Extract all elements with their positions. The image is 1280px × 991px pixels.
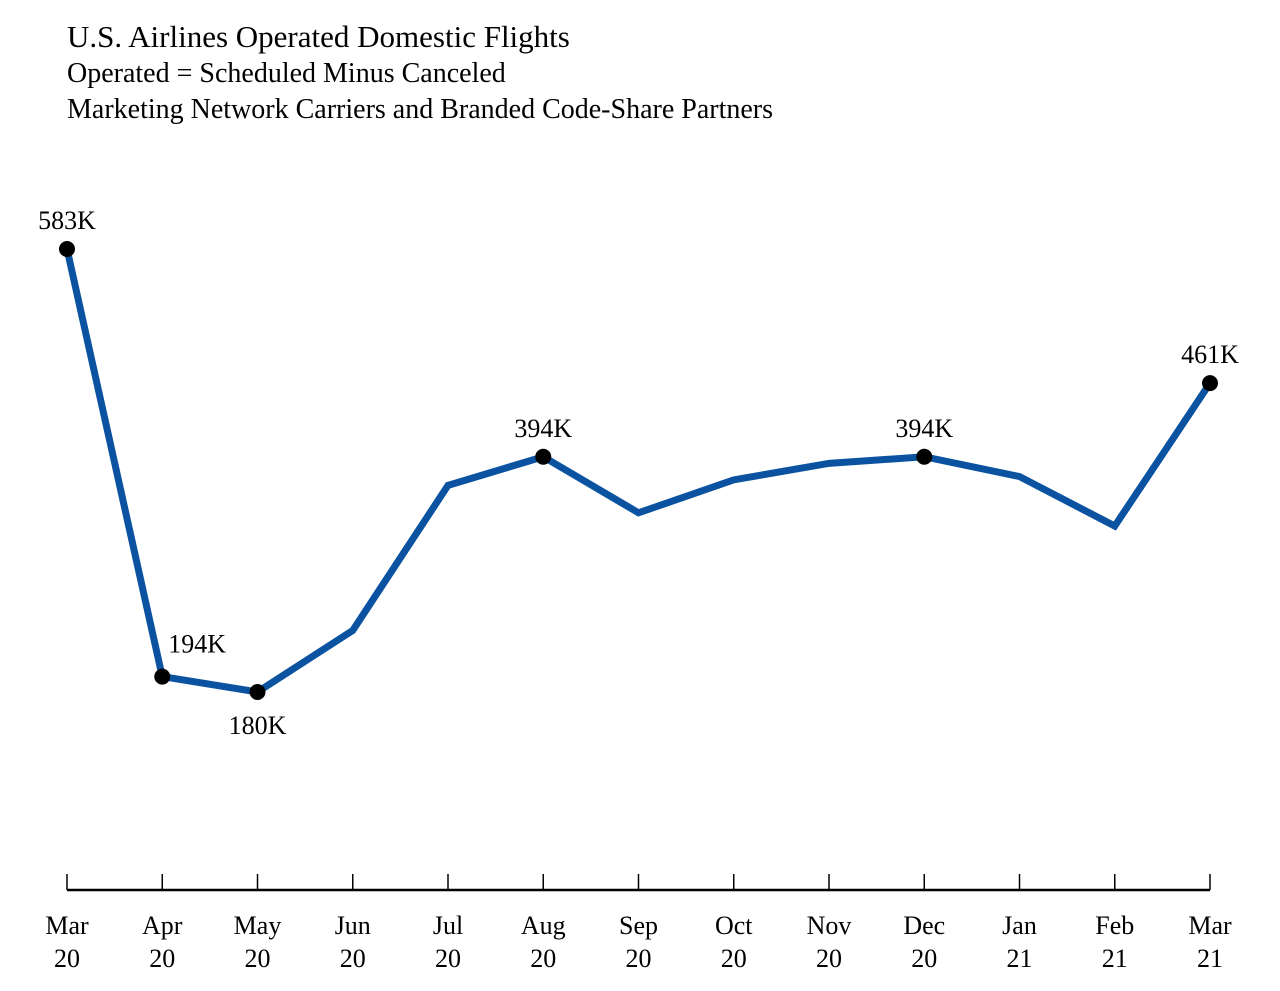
x-tick-label-year: 20 [245, 944, 271, 973]
x-tick-label-year: 20 [721, 944, 747, 973]
x-tick-label-month: Jul [433, 911, 463, 940]
data-labels: 583K 194K 180K 394K 394K 461K [38, 206, 1239, 740]
data-label: 461K [1181, 340, 1239, 369]
x-tick-label-month: Sep [619, 911, 658, 940]
data-marker [249, 684, 266, 700]
x-tick-label-month: Aug [521, 911, 566, 940]
chart-title: U.S. Airlines Operated Domestic Flights [67, 19, 570, 54]
x-tick-label-month: Dec [903, 911, 945, 940]
x-tick-label-year: 20 [816, 944, 842, 973]
x-tick-label-month: Apr [142, 911, 183, 940]
x-tick-label-year: 20 [340, 944, 366, 973]
series-line [63, 248, 1213, 696]
x-tick-label-month: Oct [715, 911, 753, 940]
data-label: 180K [229, 711, 287, 740]
data-label: 394K [514, 414, 572, 443]
data-marker [59, 241, 75, 257]
series-line-group [63, 248, 1213, 696]
data-label: 583K [38, 206, 96, 235]
x-tick-label-year: 20 [149, 944, 175, 973]
x-tick-label-year: 20 [911, 944, 937, 973]
data-marker [916, 448, 933, 465]
x-tick-label-year: 21 [1102, 944, 1128, 973]
chart-subtitle-1: Operated = Scheduled Minus Canceled [67, 58, 506, 89]
x-tick-label-month: Jan [1002, 911, 1037, 940]
x-tick-label-month: Mar [45, 911, 89, 940]
x-tick-label-year: 21 [1007, 944, 1033, 973]
x-tick-label-month: Feb [1095, 911, 1134, 940]
x-tick-label-year: 20 [54, 944, 80, 973]
chart-subtitle-2: Marketing Network Carriers and Branded C… [67, 94, 774, 125]
data-marker [1202, 375, 1218, 392]
data-marker [154, 668, 171, 685]
x-tick-label-month: May [234, 911, 282, 940]
x-tick-label-month: Mar [1188, 911, 1232, 940]
x-tick-label-year: 20 [530, 944, 556, 973]
x-tick-label-month: Jun [335, 911, 371, 940]
x-tick-label-year: 21 [1197, 944, 1223, 973]
data-markers [59, 241, 1218, 700]
chart-titles: U.S. Airlines Operated Domestic Flights … [67, 18, 773, 128]
data-label: 194K [168, 630, 226, 659]
x-tick-label-year: 20 [435, 944, 461, 973]
x-axis: Mar 20 Apr 20 May 20 Jun 20 Jul 20 Aug 20 Sep 20 Oct 20… [45, 874, 1232, 973]
data-label: 394K [895, 414, 953, 443]
x-tick-label-year: 20 [626, 944, 652, 973]
data-marker [535, 448, 552, 465]
x-tick-label-month: Nov [807, 911, 852, 940]
